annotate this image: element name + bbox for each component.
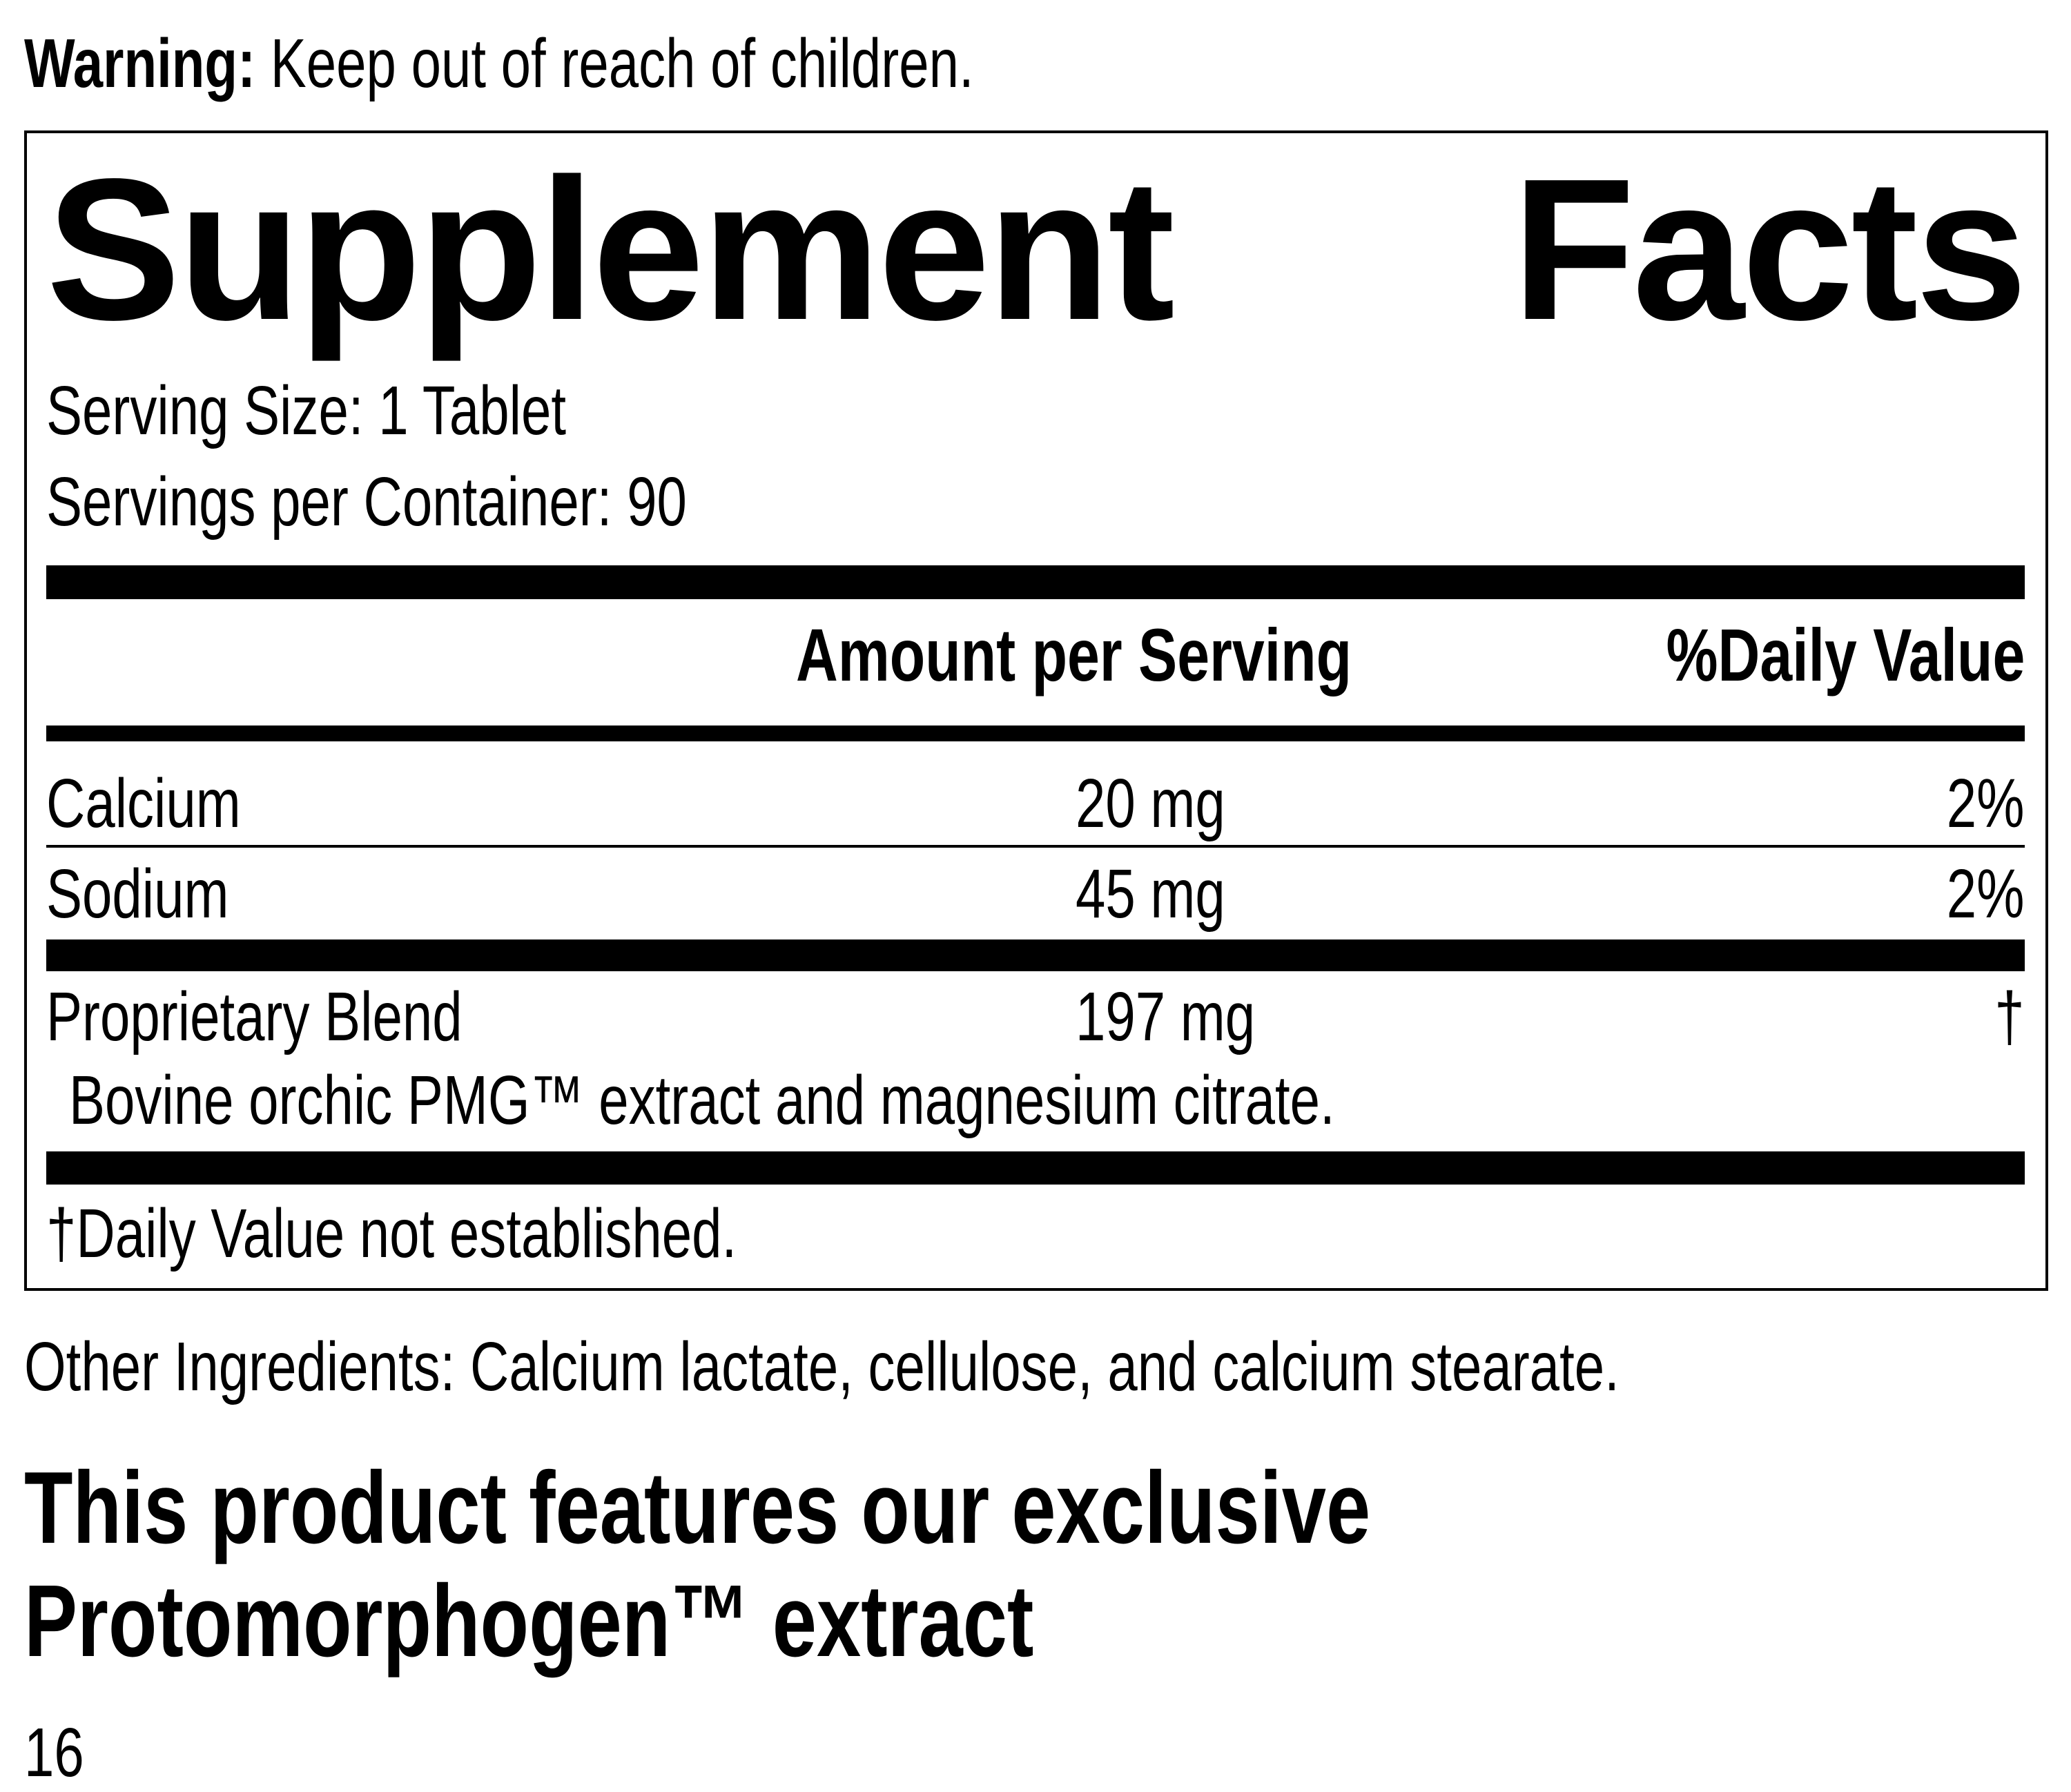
title-word-1: Supplement [46, 137, 1175, 362]
divider-medium [46, 725, 2025, 741]
row-daily-value: 2% [1947, 855, 2025, 933]
divider-thick [46, 565, 2025, 599]
feature-line: Protomorphogen™ extract [24, 1564, 1034, 1678]
divider-thick [46, 1151, 2025, 1185]
warning: Warning: Keep out of reach of children. [24, 29, 974, 98]
column-header-daily-value: %Daily Value [1666, 613, 2025, 697]
row-amount: 20 mg [1076, 765, 1225, 842]
row-name: Sodium [46, 855, 229, 933]
row-amount: 45 mg [1076, 855, 1225, 933]
page-number: 16 [24, 1714, 84, 1791]
warning-label: Warning: [24, 25, 256, 102]
divider-thin [46, 845, 2025, 848]
row-daily-value: † [1994, 978, 2025, 1055]
title-word-2: Facts [1512, 137, 2028, 362]
blend-ingredients: Bovine orchic PMG™ extract and magnesium… [69, 1062, 1335, 1139]
serving-size: Serving Size: 1 Tablet [46, 372, 567, 449]
row-name: Proprietary Blend [46, 978, 463, 1055]
row-daily-value: 2% [1947, 765, 2025, 842]
feature-line: This product features our exclusive [24, 1451, 1371, 1565]
footnote: †Daily Value not established. [46, 1195, 737, 1272]
column-header-amount: Amount per Serving [796, 613, 1352, 697]
row-amount: 197 mg [1076, 978, 1256, 1055]
divider-thick [46, 939, 2025, 971]
supplement-facts-panel [24, 130, 2048, 1291]
row-name: Calcium [46, 765, 241, 842]
supplement-facts-title: Supplement Facts [46, 137, 2028, 362]
other-ingredients: Other Ingredients: Calcium lactate, cell… [24, 1328, 1620, 1405]
warning-text: Keep out of reach of children. [270, 25, 974, 102]
servings-per-container: Servings per Container: 90 [46, 463, 687, 540]
